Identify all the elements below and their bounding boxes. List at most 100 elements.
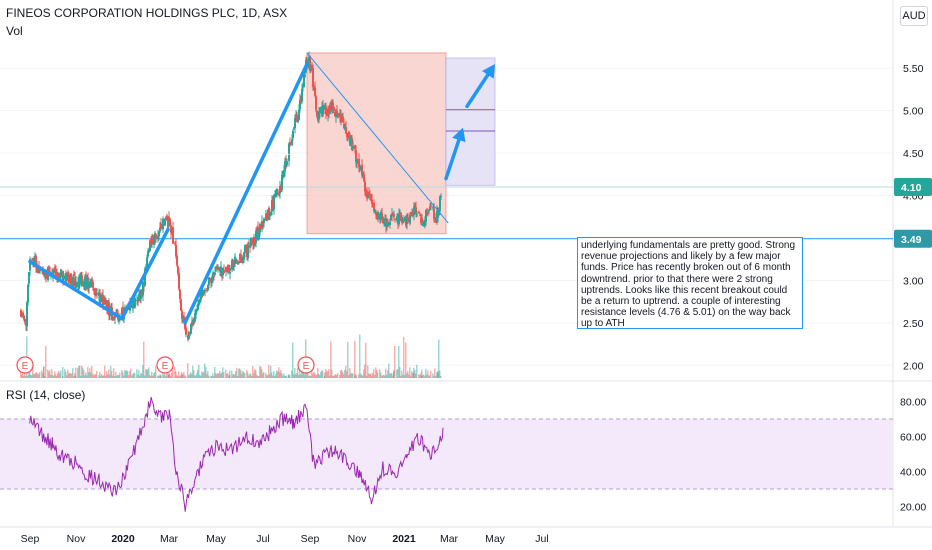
volume-bar	[168, 374, 170, 378]
trendline	[120, 227, 170, 321]
candle-body	[217, 268, 219, 270]
annotation-note[interactable]: underlying fundamentals are pretty good.…	[577, 237, 803, 329]
candle-body	[299, 99, 301, 110]
volume-bar	[373, 369, 375, 378]
volume-bar	[315, 375, 317, 378]
volume-bar	[416, 364, 418, 378]
candle-body	[75, 281, 77, 288]
candle-body	[147, 251, 149, 257]
volume-bar	[159, 375, 161, 378]
candle-body	[241, 261, 243, 263]
volume-bar	[160, 375, 162, 378]
candle-body	[179, 289, 181, 300]
volume-bar	[289, 374, 291, 378]
volume-bar	[24, 369, 26, 378]
volume-bar	[352, 373, 354, 378]
volume-bar	[420, 372, 422, 378]
volume-bar	[218, 373, 220, 378]
volume-bar	[52, 374, 54, 378]
volume-bar	[278, 367, 280, 378]
volume-bar	[210, 375, 212, 378]
candle-body	[198, 300, 200, 304]
volume-bar	[408, 374, 410, 378]
volume-bar	[325, 369, 327, 378]
volume-bar	[295, 374, 297, 378]
volume-bar	[35, 372, 37, 378]
volume-bar	[95, 374, 97, 378]
candle-body	[309, 55, 311, 72]
volume-bar	[80, 375, 82, 378]
volume-bar	[261, 369, 263, 378]
volume-bar	[203, 371, 205, 378]
candle-body	[258, 232, 260, 239]
candle-body	[165, 217, 167, 220]
earnings-marker	[297, 356, 315, 374]
volume-bar	[385, 368, 387, 378]
candle-body	[425, 210, 427, 222]
candle-body	[429, 206, 431, 210]
candle-body	[134, 298, 136, 308]
volume-bar	[415, 373, 417, 378]
candle-body	[213, 273, 215, 277]
candle-body	[48, 268, 50, 274]
earnings-marker-label: E	[162, 361, 169, 372]
volume-bar	[304, 374, 306, 378]
candle-body	[54, 267, 56, 271]
volume-bar	[155, 365, 157, 378]
volume-bar	[108, 369, 110, 378]
rsi-line	[29, 396, 444, 512]
rsi-band	[0, 419, 893, 489]
volume-bar	[81, 365, 83, 378]
candle-body	[367, 193, 369, 198]
candle-body	[255, 230, 257, 243]
price-tick-label: 5.00	[903, 106, 924, 118]
candle-body	[407, 217, 409, 223]
volume-bar	[403, 336, 405, 378]
currency-badge[interactable]: AUD	[900, 6, 928, 26]
candle-body	[140, 294, 142, 299]
candle-body	[244, 245, 246, 253]
volume-bar	[339, 374, 341, 378]
candle-body	[432, 207, 434, 209]
volume-bar	[355, 374, 357, 378]
volume-bar	[297, 367, 299, 378]
volume-bar	[400, 375, 402, 378]
volume-bar	[283, 373, 285, 378]
volume-bar	[83, 370, 85, 378]
volume-bar	[348, 374, 350, 378]
candle-body	[72, 276, 74, 287]
volume-bar	[296, 372, 298, 378]
candle-body	[207, 284, 209, 291]
volume-bar	[194, 375, 196, 378]
volume-bar	[232, 374, 234, 378]
candle-body	[94, 288, 96, 296]
volume-bar	[87, 367, 89, 378]
volume-bar	[259, 365, 261, 378]
volume-bar	[265, 373, 267, 378]
candle-body	[229, 268, 231, 271]
candle-body	[45, 271, 47, 279]
price-tick-label: 4.50	[903, 148, 924, 160]
candle-body	[20, 310, 22, 317]
candle-body	[152, 235, 154, 245]
volume-bar	[314, 373, 316, 378]
candle-body	[112, 318, 114, 320]
volume-bar	[227, 372, 229, 378]
candle-body	[268, 207, 270, 216]
volume-bar	[138, 369, 140, 378]
candle-body	[35, 256, 37, 268]
volume-bar	[340, 370, 342, 378]
candle-body	[345, 127, 347, 134]
volume-bar	[115, 371, 117, 378]
volume-bar	[394, 345, 396, 378]
volume-bar	[118, 374, 120, 378]
volume-bar	[206, 373, 208, 378]
volume-bar	[181, 372, 183, 378]
candle-body	[401, 219, 403, 223]
volume-bar	[168, 373, 170, 378]
candle-body	[238, 261, 240, 263]
volume-bar	[196, 372, 198, 378]
volume-bar	[109, 374, 111, 378]
volume-bar	[419, 375, 421, 378]
